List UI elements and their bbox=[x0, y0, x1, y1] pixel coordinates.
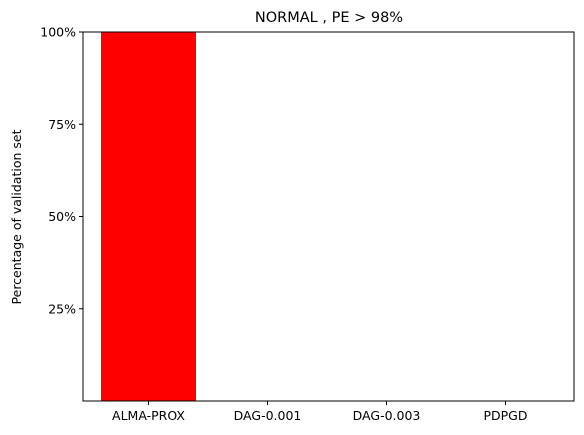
y-axis-label: Percentage of validation set bbox=[9, 129, 24, 304]
x-tick-label: DAG-0.001 bbox=[234, 408, 302, 423]
y-tick-label: 25% bbox=[48, 301, 76, 316]
bars-group bbox=[101, 32, 196, 401]
x-ticks-group: ALMA-PROX DAG-0.001 DAG-0.003 PDPGD bbox=[112, 401, 528, 423]
bar-alma-prox bbox=[101, 32, 196, 401]
y-tick-label: 100% bbox=[40, 25, 76, 40]
x-tick-label: PDPGD bbox=[483, 408, 527, 423]
chart-title: NORMAL , PE > 98% bbox=[255, 10, 403, 26]
y-ticks-group: 25% 50% 75% 100% bbox=[40, 25, 83, 316]
y-tick-label: 50% bbox=[48, 209, 76, 224]
x-tick-label: DAG-0.003 bbox=[353, 408, 421, 423]
x-tick-label: ALMA-PROX bbox=[112, 408, 185, 423]
y-tick-label: 75% bbox=[48, 117, 76, 132]
